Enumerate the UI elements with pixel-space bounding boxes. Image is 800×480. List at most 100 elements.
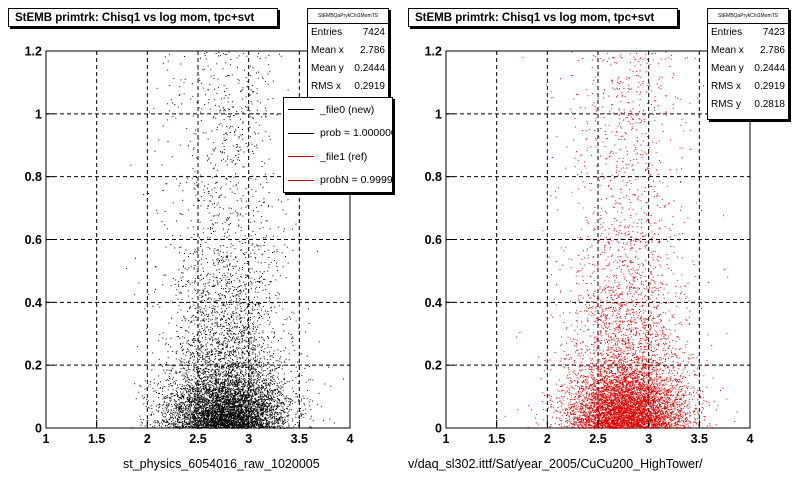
scatter-point bbox=[292, 390, 294, 392]
scatter-point bbox=[220, 413, 221, 415]
scatter-point bbox=[205, 367, 207, 369]
scatter-point bbox=[150, 405, 152, 407]
scatter-point bbox=[282, 301, 284, 303]
scatter-point bbox=[260, 372, 262, 374]
scatter-point bbox=[152, 387, 154, 389]
scatter-point bbox=[207, 158, 209, 160]
scatter-point bbox=[275, 360, 277, 362]
scatter-point bbox=[217, 87, 219, 89]
scatter-point bbox=[176, 178, 178, 180]
scatter-point bbox=[246, 364, 248, 366]
scatter-point bbox=[177, 311, 179, 313]
scatter-point bbox=[185, 376, 187, 378]
scatter-point bbox=[253, 418, 255, 420]
scatter-point bbox=[263, 278, 265, 280]
scatter-point bbox=[216, 302, 218, 304]
scatter-point bbox=[280, 402, 282, 404]
scatter-point bbox=[225, 369, 227, 371]
scatter-point bbox=[216, 395, 218, 397]
scatter-point bbox=[209, 306, 211, 308]
scatter-point bbox=[232, 286, 234, 287]
scatter-point bbox=[181, 345, 183, 347]
scatter-point bbox=[250, 410, 252, 411]
scatter-point bbox=[229, 401, 231, 403]
scatter-point bbox=[176, 414, 178, 416]
scatter-point bbox=[208, 329, 209, 331]
scatter-point bbox=[224, 337, 226, 339]
scatter-point bbox=[209, 339, 211, 341]
scatter-point bbox=[217, 400, 219, 402]
scatter-point bbox=[220, 419, 222, 421]
scatter-point bbox=[303, 402, 305, 404]
scatter-point bbox=[265, 409, 267, 411]
scatter-point bbox=[229, 414, 231, 416]
scatter-point bbox=[214, 418, 216, 420]
scatter-point bbox=[262, 386, 264, 388]
scatter-point bbox=[215, 424, 217, 425]
scatter-point bbox=[184, 413, 186, 415]
scatter-point bbox=[286, 421, 288, 423]
scatter-point bbox=[251, 425, 253, 427]
scatter-point bbox=[250, 407, 252, 409]
scatter-point bbox=[196, 397, 198, 399]
scatter-point bbox=[220, 352, 222, 354]
scatter-point bbox=[208, 99, 210, 101]
scatter-point bbox=[140, 418, 142, 420]
scatter-point bbox=[245, 369, 247, 371]
scatter-point bbox=[213, 364, 215, 366]
scatter-point bbox=[208, 374, 210, 376]
scatter-point bbox=[216, 380, 217, 382]
scatter-point bbox=[268, 300, 270, 302]
scatter-point bbox=[213, 376, 215, 378]
scatter-point bbox=[216, 386, 218, 387]
scatter-point bbox=[239, 347, 241, 349]
scatter-point bbox=[209, 362, 211, 364]
scatter-point bbox=[250, 313, 252, 314]
scatter-point bbox=[253, 363, 255, 365]
scatter-point bbox=[215, 416, 217, 418]
scatter-point bbox=[213, 423, 215, 425]
scatter-point bbox=[215, 419, 216, 421]
scatter-point bbox=[213, 74, 215, 76]
scatter-point bbox=[263, 419, 265, 421]
scatter-point bbox=[222, 376, 224, 378]
scatter-point bbox=[212, 223, 214, 225]
scatter-point bbox=[238, 368, 240, 370]
scatter-point bbox=[203, 395, 205, 397]
scatter-point bbox=[249, 394, 251, 396]
scatter-point bbox=[225, 419, 227, 421]
scatter-point bbox=[197, 409, 199, 411]
scatter-point bbox=[214, 412, 216, 414]
scatter-point bbox=[267, 206, 269, 208]
scatter-point bbox=[227, 313, 229, 315]
scatter-point bbox=[196, 384, 198, 386]
scatter-point bbox=[257, 211, 259, 212]
scatter-point bbox=[180, 342, 182, 344]
scatter-point bbox=[258, 379, 260, 381]
scatter-point bbox=[330, 385, 332, 387]
scatter-point bbox=[204, 314, 206, 316]
scatter-point bbox=[210, 344, 211, 346]
scatter-point bbox=[233, 301, 234, 302]
scatter-point bbox=[181, 388, 183, 390]
scatter-point bbox=[262, 370, 264, 372]
scatter-point bbox=[195, 348, 197, 350]
scatter-point bbox=[219, 206, 221, 208]
scatter-point bbox=[269, 355, 271, 357]
scatter-point bbox=[222, 142, 224, 144]
scatter-point bbox=[245, 401, 247, 402]
scatter-point bbox=[186, 418, 188, 420]
scatter-point bbox=[180, 426, 182, 428]
scatter-point bbox=[227, 393, 229, 395]
scatter-point bbox=[262, 412, 264, 414]
scatter-point bbox=[225, 411, 227, 413]
scatter-point bbox=[245, 341, 247, 343]
scatter-point bbox=[253, 384, 255, 386]
scatter-point bbox=[198, 368, 200, 370]
scatter-point bbox=[290, 371, 292, 372]
scatter-point bbox=[286, 412, 288, 414]
scatter-point bbox=[181, 412, 183, 414]
scatter-point bbox=[227, 374, 229, 375]
scatter-point bbox=[259, 405, 261, 407]
scatter-point bbox=[240, 308, 242, 310]
